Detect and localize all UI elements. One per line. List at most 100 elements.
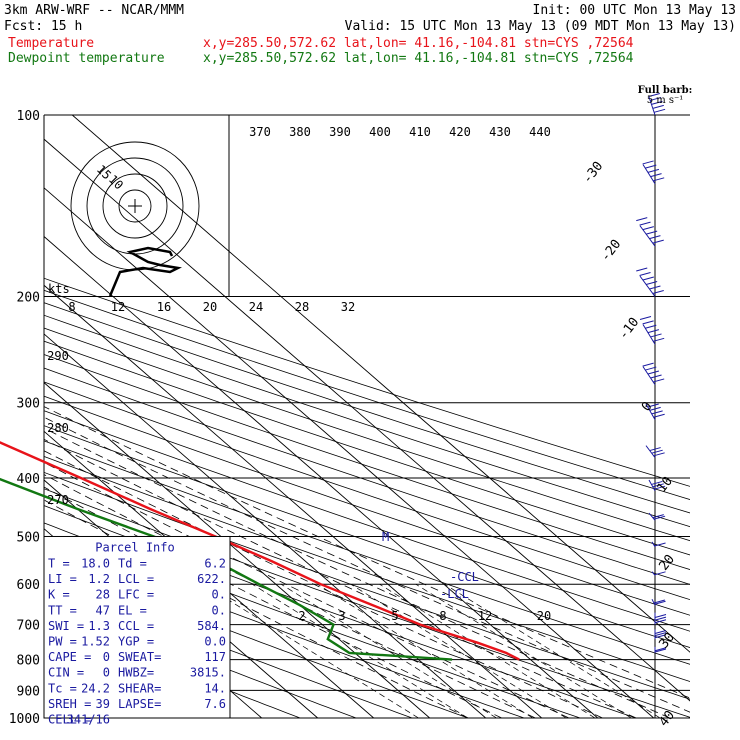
wind-barb-flag: [636, 217, 648, 222]
dry-adiabat: [44, 471, 690, 700]
mixing-ratio-line: [379, 583, 596, 718]
theta-label: 400: [369, 125, 391, 139]
wind-barb-flag: [653, 108, 666, 113]
dewpoint-legend: Dewpoint temperature: [8, 51, 165, 66]
wind-barb-flag: [654, 571, 666, 576]
dry-adiabat: [44, 410, 690, 632]
pressure-label: 800: [17, 654, 40, 669]
pressure-label: 600: [17, 578, 40, 593]
mixing-ratio-line: [350, 583, 567, 718]
parcel-cell: 1.2: [88, 572, 110, 586]
dewpoint-line: [0, 477, 453, 661]
wind-barbs: [636, 92, 667, 653]
wind-barb-flag: [649, 406, 661, 411]
parcel-cell: 622.: [197, 572, 226, 586]
dry-adiabat: [44, 327, 690, 542]
dewpoint-location: x,y=285.50,572.62 lat,lon= 41.16,-104.81…: [203, 51, 634, 66]
hodograph-speed-label: 16: [157, 300, 171, 314]
parcel-cell: 47: [96, 603, 110, 617]
isotherm-label: 40: [657, 708, 678, 730]
parcel-cell: Td =: [118, 556, 147, 570]
wind-barb-flag: [642, 362, 654, 367]
isotherm-label: -30: [580, 159, 606, 187]
parcel-cell: 24.2: [81, 681, 110, 695]
wind-barb-flag: [652, 514, 664, 519]
isotherm-label: -20: [598, 237, 624, 265]
isotherm-label: 10: [655, 474, 676, 496]
wind-barb-shaft: [642, 164, 656, 184]
theta-label: 410: [409, 125, 431, 139]
parcel-cell: LAPSE=: [118, 697, 161, 711]
parcel-cell: SWI =: [48, 619, 84, 633]
parcel-cell: SWEAT=: [118, 650, 161, 664]
wind-barb-flag: [653, 485, 666, 490]
level-marker: -LCL: [440, 587, 469, 601]
parcel-cell: YGP =: [118, 634, 154, 648]
wind-barb-flag: [654, 634, 667, 639]
level-marker: -CCL: [450, 570, 479, 584]
wind-barb-flag: [654, 648, 667, 653]
isotherm-line: [44, 382, 430, 718]
hodograph-speed-label: 12: [111, 300, 125, 314]
mixing-ratio-label: 2: [298, 609, 305, 623]
wind-barb-flag: [647, 168, 660, 173]
wind-barb-flag: [653, 599, 666, 604]
dry-adiabat: [44, 425, 690, 648]
pressure-label: 300: [17, 397, 40, 412]
wind-barb-flag: [650, 374, 662, 379]
parcel-cell: T =: [48, 556, 70, 570]
wind-barb-flag: [642, 320, 654, 325]
parcel-info-box: Parcel Info T = 18.0 Td = 6.2 LI = 1.2 LCL = 622…: [43, 535, 231, 726]
wind-barb-shaft: [651, 571, 656, 576]
parcel-cell: 39: [96, 697, 110, 711]
wind-barb-shaft: [642, 366, 656, 385]
dry-adiabat: [44, 302, 690, 514]
dry-adiabat: [44, 314, 690, 528]
model-title: 3km ARW-WRF -- NCAR/MMM: [4, 3, 184, 18]
hodograph-speed-label: 20: [203, 300, 217, 314]
theta-label: 290: [47, 349, 69, 363]
parcel-cell: TT =: [48, 603, 77, 617]
theta-label: 390: [329, 125, 351, 139]
parcel-cell: 18.0: [81, 556, 110, 570]
isotherm-line: [44, 430, 374, 718]
theta-label: 270: [47, 493, 69, 507]
wind-barb-shaft: [651, 598, 656, 606]
pressure-label: 500: [17, 530, 40, 545]
isotherm-label: -10: [616, 315, 642, 343]
parcel-cell: 0.0: [204, 634, 226, 648]
theta-label: 370: [249, 125, 271, 139]
isotherm-line: [71, 115, 690, 653]
moist-adiabat: [44, 438, 637, 718]
pressure-label: 900: [17, 684, 40, 699]
mixing-ratio-label: 8: [439, 609, 446, 623]
parcel-cell: Tc =: [48, 681, 77, 695]
dry-adiabat: [44, 596, 358, 718]
parcel-cell: 584.: [197, 619, 226, 633]
wind-barb-flag: [647, 329, 660, 334]
wind-barb-flag: [654, 600, 666, 605]
wind-barb-flag: [642, 226, 654, 231]
dry-adiabat: [44, 395, 690, 616]
dry-adiabat: [44, 289, 690, 500]
parcel-cell: CIN =: [48, 666, 84, 680]
mixing-ratio-line: [202, 583, 419, 718]
parcel-cell: 3815.: [190, 666, 226, 680]
parcel-cell: SHEAR=: [118, 681, 161, 695]
parcel-cell: K =: [48, 588, 70, 602]
parcel-title: Parcel Info: [95, 540, 174, 554]
wind-barb-flag: [647, 403, 659, 408]
hodograph-speed-label: 32: [341, 300, 355, 314]
mixing-ratio-label: 12: [478, 609, 492, 623]
wind-barb-flag: [653, 378, 665, 383]
pressure-label: 100: [17, 109, 40, 124]
wind-barb-flag: [648, 92, 660, 97]
hodograph-units: kts: [48, 282, 70, 296]
theta-label: 380: [289, 125, 311, 139]
mixing-ratio-line: [415, 583, 632, 718]
level-marker: M: [382, 530, 389, 544]
parcel-box-bg: [43, 535, 231, 719]
wind-barb-shaft: [639, 225, 656, 247]
